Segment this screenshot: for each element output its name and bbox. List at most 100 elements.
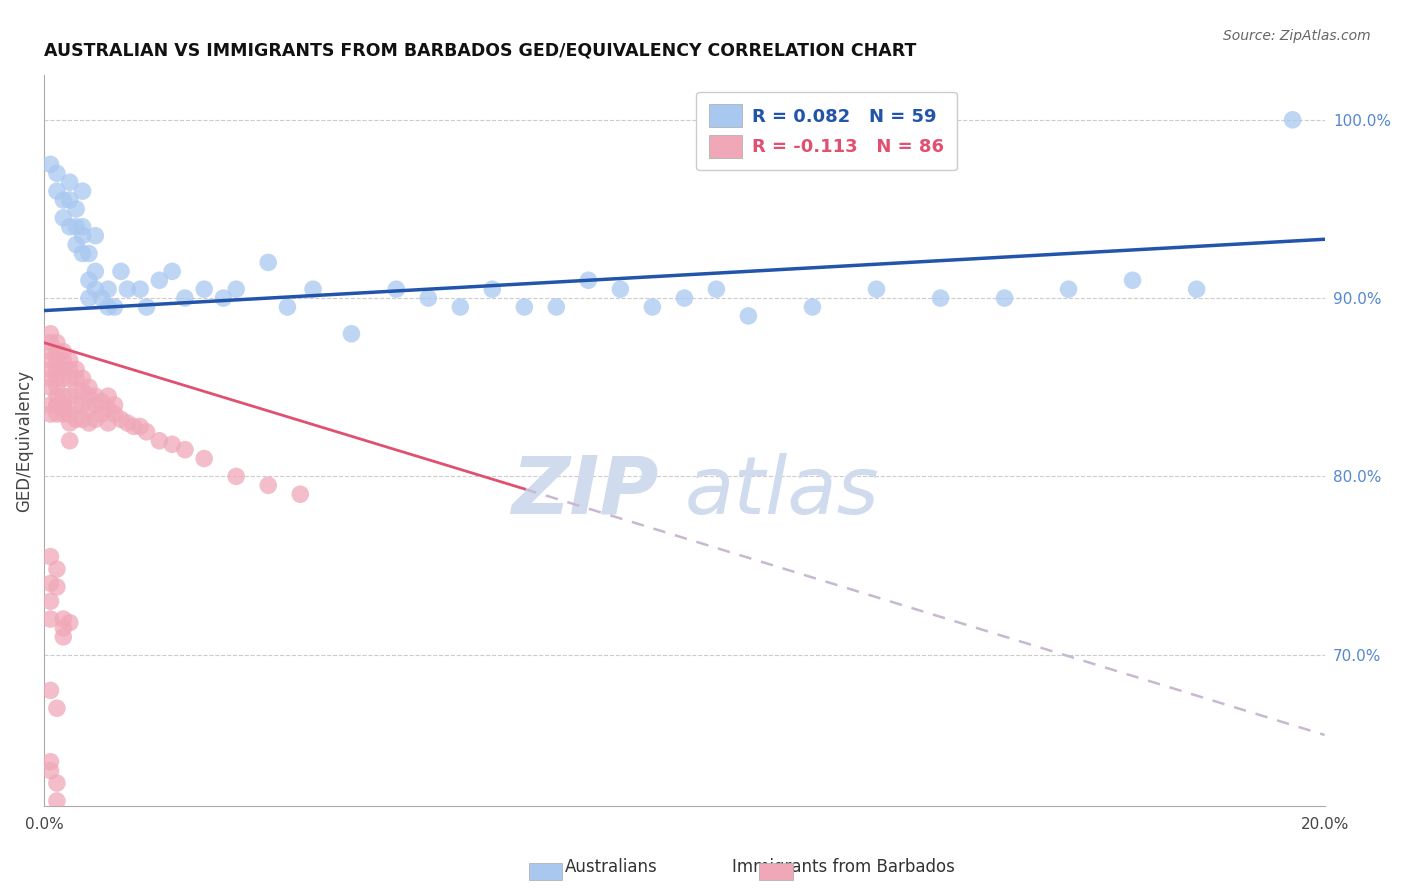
- Legend: R = 0.082   N = 59, R = -0.113   N = 86: R = 0.082 N = 59, R = -0.113 N = 86: [696, 92, 957, 170]
- Point: [673, 291, 696, 305]
- Point: [129, 419, 152, 434]
- Point: [59, 407, 82, 421]
- Point: [129, 282, 152, 296]
- Point: [59, 193, 82, 207]
- Point: [45, 398, 67, 412]
- Point: [77, 246, 100, 260]
- Point: [1185, 282, 1208, 296]
- Point: [609, 282, 631, 296]
- Point: [801, 300, 824, 314]
- Point: [84, 398, 107, 412]
- Point: [39, 594, 62, 608]
- Point: [135, 300, 157, 314]
- Point: [72, 228, 94, 243]
- Point: [45, 389, 67, 403]
- Point: [45, 701, 67, 715]
- Point: [45, 371, 67, 385]
- Point: [290, 487, 312, 501]
- Point: [45, 353, 67, 368]
- Point: [84, 282, 107, 296]
- Point: [59, 175, 82, 189]
- Point: [52, 353, 75, 368]
- Point: [110, 412, 132, 426]
- Point: [148, 434, 170, 448]
- Point: [302, 282, 325, 296]
- Point: [257, 478, 280, 492]
- Point: [90, 291, 112, 305]
- Point: [45, 362, 67, 376]
- Point: [122, 419, 145, 434]
- Point: [257, 255, 280, 269]
- Point: [77, 273, 100, 287]
- Point: [97, 282, 120, 296]
- Point: [84, 228, 107, 243]
- Point: [72, 412, 94, 426]
- Point: [148, 273, 170, 287]
- Point: [52, 211, 75, 225]
- Point: [135, 425, 157, 439]
- Point: [97, 389, 120, 403]
- Point: [103, 300, 125, 314]
- Point: [65, 398, 87, 412]
- Point: [39, 683, 62, 698]
- Point: [59, 434, 82, 448]
- Point: [52, 389, 75, 403]
- Point: [39, 380, 62, 394]
- Point: [449, 300, 471, 314]
- Point: [340, 326, 363, 341]
- Point: [117, 416, 139, 430]
- Point: [39, 407, 62, 421]
- Point: [59, 615, 82, 630]
- Point: [117, 282, 139, 296]
- Point: [225, 469, 247, 483]
- Point: [72, 384, 94, 398]
- Point: [39, 764, 62, 778]
- Point: [45, 166, 67, 180]
- Point: [39, 576, 62, 591]
- Text: Australians: Australians: [565, 858, 658, 876]
- Point: [418, 291, 440, 305]
- Point: [45, 794, 67, 808]
- Point: [385, 282, 408, 296]
- Point: [77, 291, 100, 305]
- Point: [929, 291, 952, 305]
- Point: [52, 612, 75, 626]
- Point: [45, 344, 67, 359]
- Point: [45, 407, 67, 421]
- Point: [52, 621, 75, 635]
- Point: [59, 219, 82, 234]
- Point: [193, 451, 215, 466]
- Point: [84, 412, 107, 426]
- Point: [174, 442, 197, 457]
- Point: [39, 326, 62, 341]
- Point: [45, 562, 67, 576]
- Point: [39, 371, 62, 385]
- Point: [1122, 273, 1144, 287]
- Point: [160, 437, 183, 451]
- Point: [65, 202, 87, 216]
- Point: [481, 282, 503, 296]
- Point: [513, 300, 536, 314]
- Point: [103, 407, 125, 421]
- Point: [72, 398, 94, 412]
- Point: [45, 335, 67, 350]
- Point: [160, 264, 183, 278]
- Point: [39, 549, 62, 564]
- Point: [39, 353, 62, 368]
- Point: [52, 362, 75, 376]
- Text: Immigrants from Barbados: Immigrants from Barbados: [733, 858, 955, 876]
- Point: [103, 398, 125, 412]
- Point: [65, 219, 87, 234]
- Point: [77, 389, 100, 403]
- Point: [90, 394, 112, 409]
- Point: [90, 407, 112, 421]
- Point: [865, 282, 887, 296]
- Point: [45, 398, 67, 412]
- Point: [52, 371, 75, 385]
- Point: [97, 416, 120, 430]
- Point: [59, 353, 82, 368]
- Point: [65, 237, 87, 252]
- Point: [72, 219, 94, 234]
- Point: [84, 264, 107, 278]
- Point: [45, 776, 67, 790]
